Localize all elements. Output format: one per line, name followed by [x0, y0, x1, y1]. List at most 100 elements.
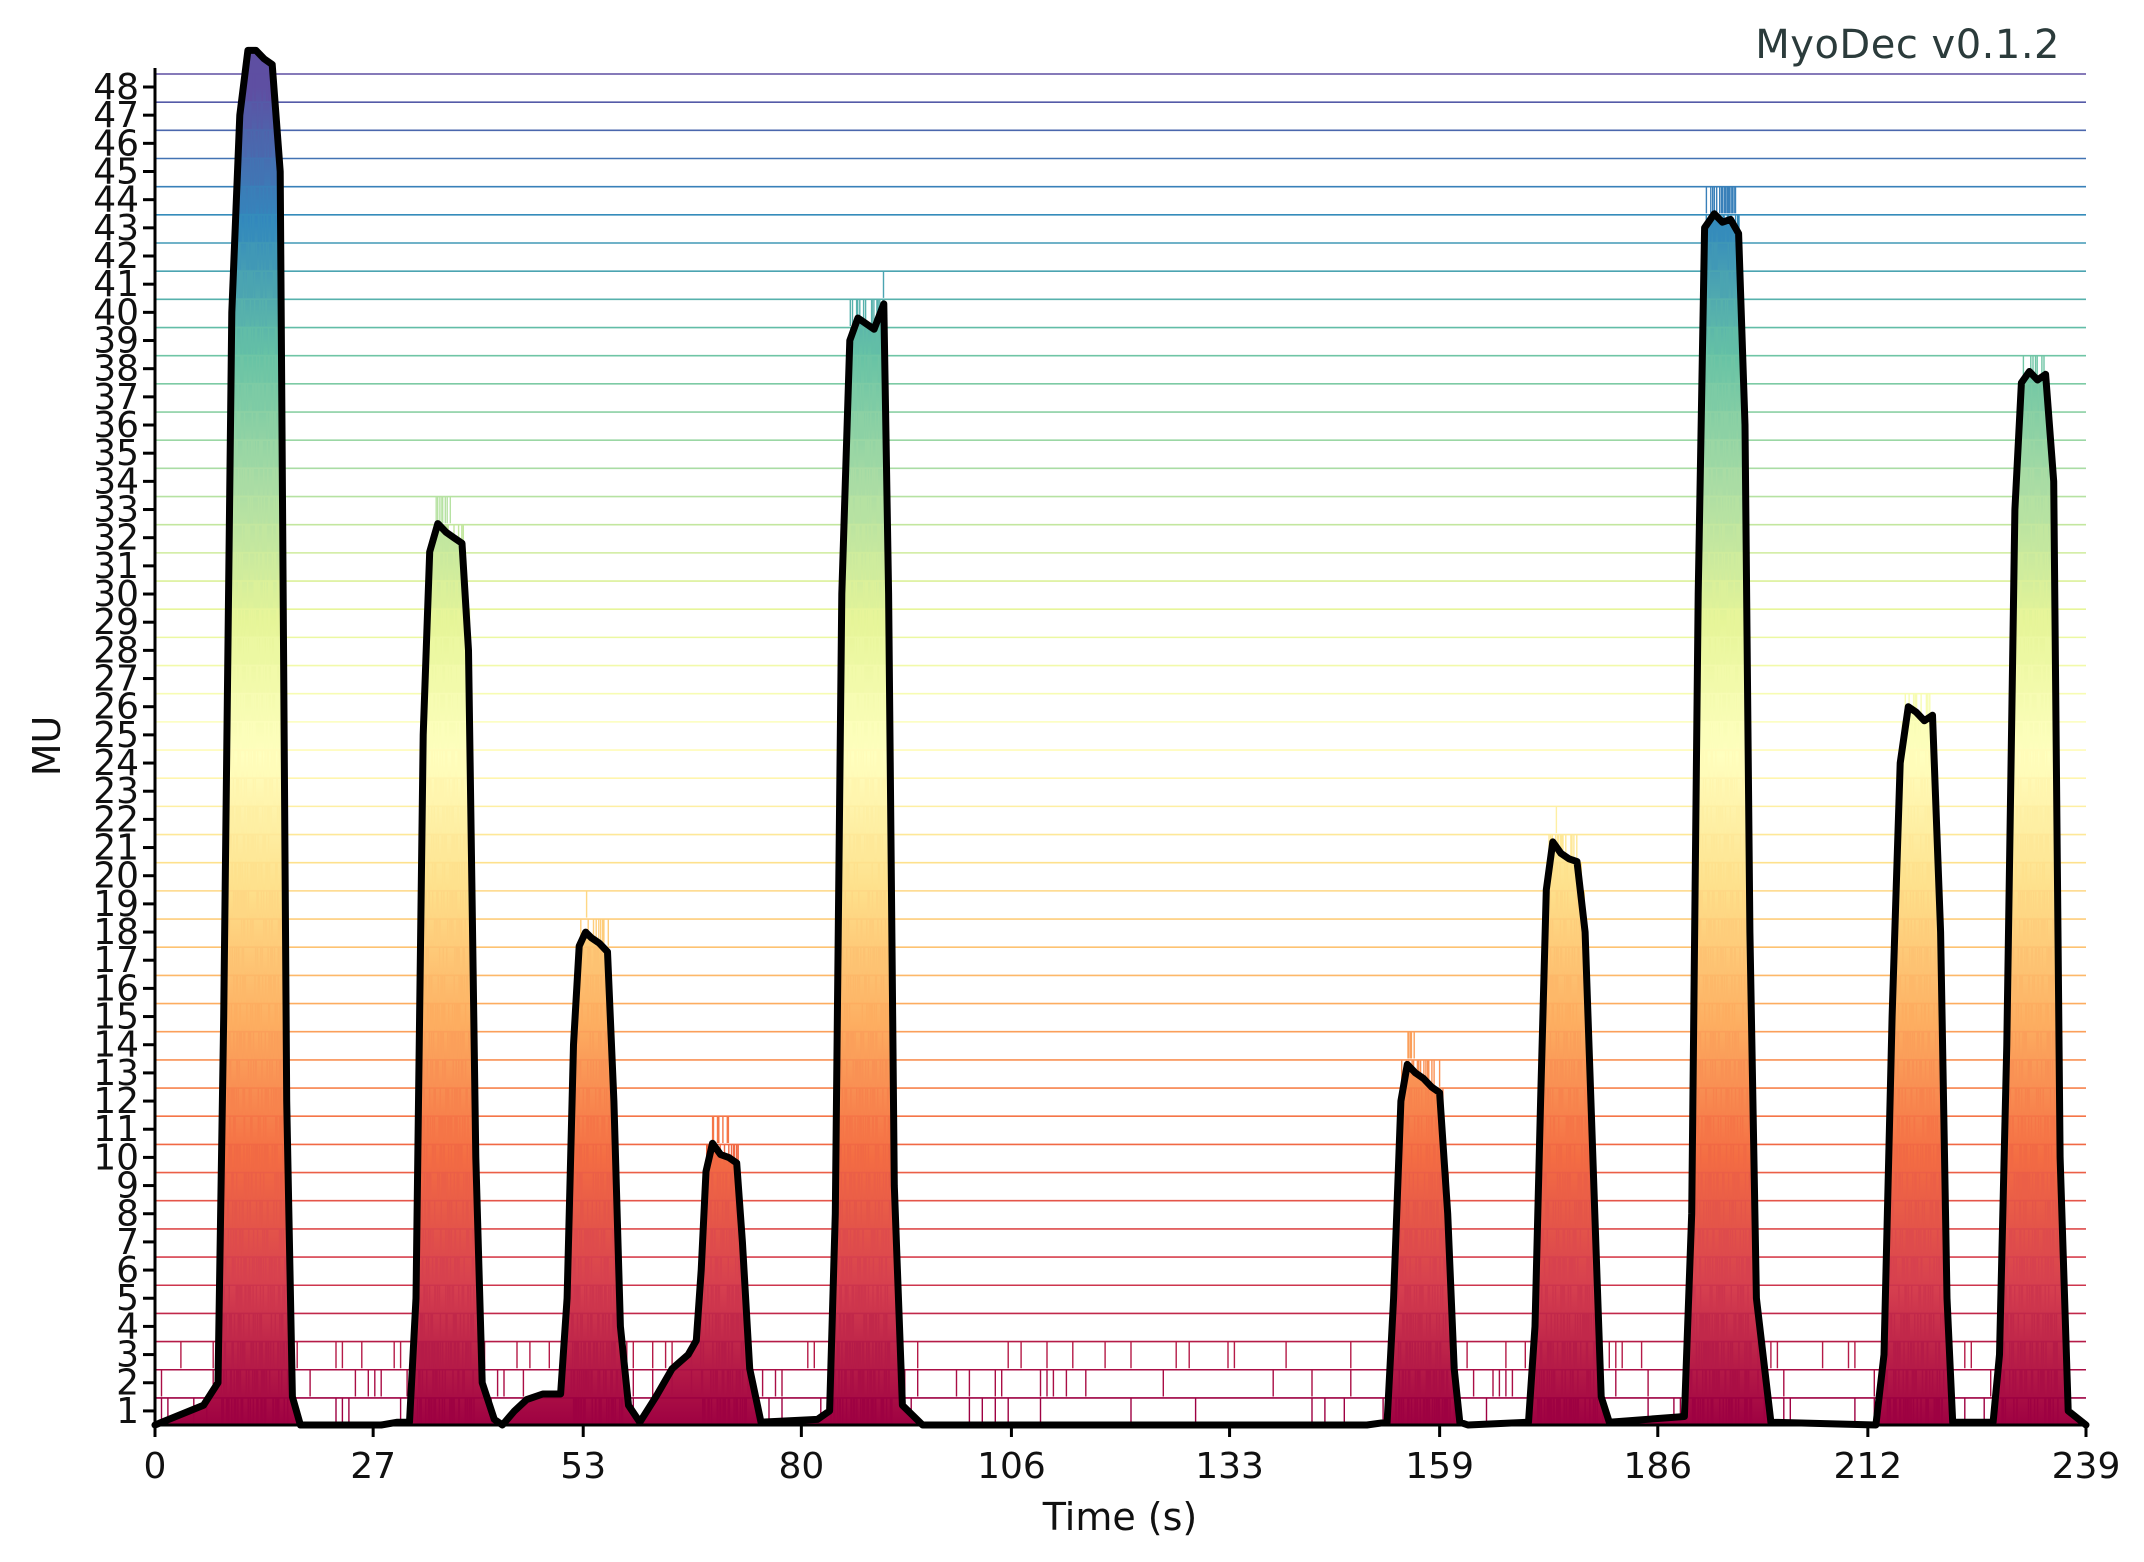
- spike-train-28: [229, 637, 2057, 665]
- spike-train-2: [160, 1369, 2058, 1397]
- y-tick-label: 32: [93, 518, 139, 559]
- spike-train-5: [219, 1285, 2056, 1312]
- y-tick-label: 14: [93, 1025, 139, 1066]
- y-tick-label: 22: [93, 799, 139, 840]
- y-tick-label: 18: [93, 912, 139, 953]
- y-tick-label: 48: [93, 67, 139, 108]
- x-tick-label: 212: [1833, 1446, 1902, 1487]
- spike-train-34: [231, 468, 2051, 496]
- spike-train-32: [229, 524, 2054, 552]
- y-tick-label: 43: [93, 208, 139, 249]
- y-tick-label: 1: [116, 1391, 139, 1432]
- y-tick-label: 10: [93, 1137, 139, 1178]
- y-tick-label: 38: [93, 349, 139, 390]
- spike-train-38: [231, 355, 2045, 383]
- y-ticks: 1234567891011121314151617181920212223242…: [93, 67, 155, 1432]
- y-tick-label: 11: [93, 1109, 139, 1150]
- x-tick-label: 53: [560, 1446, 606, 1487]
- spike-train-9: [221, 1172, 2059, 1200]
- spike-train-35: [232, 440, 2052, 467]
- spike-train-43: [234, 214, 1740, 242]
- spike-train-26: [228, 693, 2057, 721]
- y-tick-label: 35: [93, 433, 139, 474]
- y-axis-label: MU: [25, 716, 69, 777]
- spike-train-25: [228, 721, 2047, 749]
- spike-train-17: [225, 947, 2059, 974]
- spike-train-21: [226, 834, 2058, 862]
- y-tick-label: 15: [93, 997, 139, 1038]
- y-tick-label: 30: [93, 574, 139, 615]
- spike-train-14: [223, 1031, 2056, 1059]
- spike-train-42: [235, 243, 1739, 270]
- x-tick-label: 80: [778, 1446, 824, 1487]
- spike-train-6: [219, 1257, 2054, 1284]
- spike-train-3: [180, 1341, 2058, 1369]
- y-tick-label: 31: [93, 546, 139, 587]
- spike-train-37: [232, 383, 2049, 411]
- y-tick-label: 24: [93, 743, 139, 784]
- spike-train-44: [238, 186, 1737, 214]
- y-tick-label: 12: [93, 1081, 139, 1122]
- y-tick-label: 39: [93, 321, 139, 362]
- spike-train-30: [230, 581, 2055, 608]
- y-tick-label: 13: [93, 1053, 139, 1094]
- y-tick-label: 44: [93, 180, 139, 221]
- spike-train-10: [221, 1144, 2053, 1172]
- x-ticks: 0 27 53 80 106 133 159 186 212 239: [144, 1425, 2120, 1487]
- spike-train-15: [226, 1003, 2056, 1031]
- y-tick-label: 41: [93, 264, 139, 305]
- spike-train-23: [226, 778, 2059, 805]
- spike-train-19: [227, 890, 2057, 918]
- y-tick-label: 37: [93, 377, 139, 418]
- y-tick-label: 2: [116, 1363, 139, 1404]
- y-tick-label: 27: [93, 659, 139, 700]
- spike-train-41: [236, 271, 1743, 298]
- x-tick-label: 186: [1623, 1446, 1692, 1487]
- y-tick-label: 17: [93, 940, 139, 981]
- spike-train-7: [221, 1228, 2058, 1256]
- y-tick-label: 3: [116, 1335, 139, 1376]
- x-tick-label: 133: [1195, 1446, 1264, 1487]
- spike-train-16: [224, 975, 2055, 1003]
- spike-train-22: [227, 806, 2055, 834]
- spike-train-27: [228, 665, 2058, 693]
- spike-train-20: [226, 862, 2058, 890]
- x-tick-label: 0: [144, 1446, 167, 1487]
- x-tick-label: 106: [977, 1446, 1046, 1487]
- y-tick-label: 26: [93, 687, 139, 728]
- y-tick-label: 6: [116, 1250, 139, 1291]
- spike-train-24: [227, 750, 2057, 777]
- y-tick-label: 34: [93, 461, 139, 502]
- spike-train-36: [231, 412, 2052, 439]
- x-axis-label: Time (s): [1042, 1495, 1198, 1539]
- spike-train-40: [232, 299, 1738, 327]
- y-tick-label: 33: [93, 490, 139, 531]
- y-tick-label: 9: [116, 1166, 139, 1207]
- spike-train-18: [227, 919, 2056, 946]
- y-tick-label: 8: [116, 1194, 139, 1235]
- spike-train-13: [222, 1059, 2058, 1087]
- watermark-text: MyoDec v0.1.2: [1755, 22, 2060, 68]
- spike-train-8: [220, 1200, 2058, 1228]
- spike-train-11: [222, 1116, 2058, 1143]
- y-tick-label: 19: [93, 884, 139, 925]
- y-tick-label: 21: [93, 828, 139, 869]
- y-tick-label: 47: [93, 95, 139, 136]
- y-tick-label: 28: [93, 630, 139, 671]
- y-tick-label: 16: [93, 968, 139, 1009]
- force-fill: [155, 50, 2086, 1425]
- spike-train-29: [228, 609, 2055, 636]
- y-tick-label: 42: [93, 236, 139, 277]
- y-tick-label: 25: [93, 715, 139, 756]
- force-curve: [151, 46, 2090, 1429]
- y-tick-label: 29: [93, 602, 139, 643]
- y-tick-label: 7: [116, 1222, 139, 1263]
- y-tick-label: 5: [116, 1278, 139, 1319]
- y-tick-label: 20: [93, 856, 139, 897]
- x-tick-label: 27: [350, 1446, 396, 1487]
- x-tick-label: 159: [1405, 1446, 1474, 1487]
- spike-train-46: [240, 130, 278, 158]
- y-tick-label: 40: [93, 292, 139, 333]
- spike-train-33: [230, 496, 2053, 524]
